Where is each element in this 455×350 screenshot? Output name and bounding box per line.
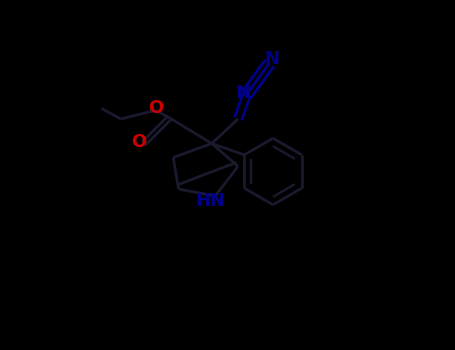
Text: HN: HN bbox=[195, 192, 225, 210]
Text: O: O bbox=[148, 99, 163, 118]
Text: N: N bbox=[265, 50, 280, 69]
Text: O: O bbox=[131, 133, 147, 151]
Text: N: N bbox=[236, 84, 251, 102]
